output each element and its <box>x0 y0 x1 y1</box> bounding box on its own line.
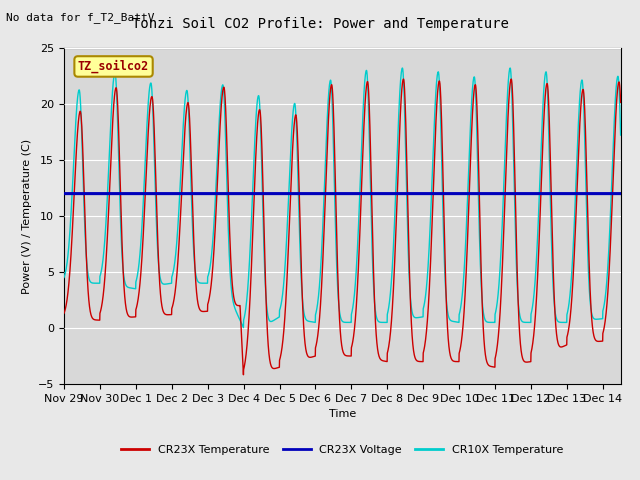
Legend: CR23X Temperature, CR23X Voltage, CR10X Temperature: CR23X Temperature, CR23X Voltage, CR10X … <box>117 440 568 459</box>
Text: TZ_soilco2: TZ_soilco2 <box>78 60 149 73</box>
Y-axis label: Power (V) / Temperature (C): Power (V) / Temperature (C) <box>22 138 33 294</box>
X-axis label: Time: Time <box>329 409 356 419</box>
Text: No data for f_T2_BattV: No data for f_T2_BattV <box>6 12 155 23</box>
Text: Tonzi Soil CO2 Profile: Power and Temperature: Tonzi Soil CO2 Profile: Power and Temper… <box>132 17 508 31</box>
